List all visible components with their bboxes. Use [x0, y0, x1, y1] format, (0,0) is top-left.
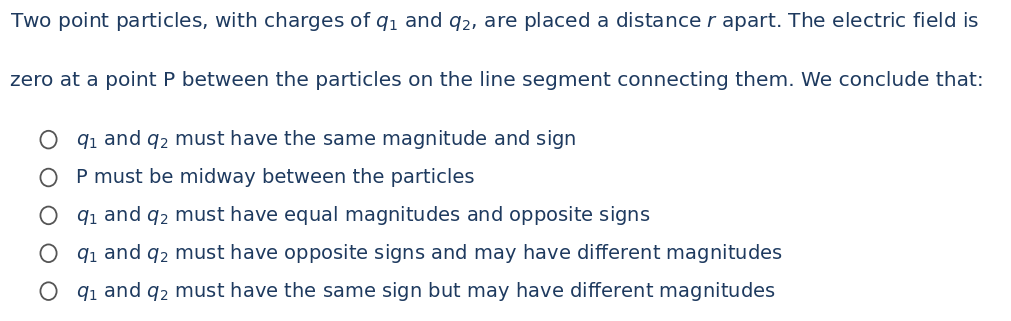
Text: Two point particles, with charges of $q_1$ and $q_2$, are placed a distance $r$ : Two point particles, with charges of $q_…	[10, 10, 980, 33]
Text: $q_1$ and $q_2$ must have the same magnitude and sign: $q_1$ and $q_2$ must have the same magni…	[76, 128, 576, 151]
Text: zero at a point P between the particles on the line segment connecting them. We : zero at a point P between the particles …	[10, 71, 984, 90]
Text: $q_1$ and $q_2$ must have equal magnitudes and opposite signs: $q_1$ and $q_2$ must have equal magnitud…	[76, 204, 650, 227]
Text: $q_1$ and $q_2$ must have the same sign but may have different magnitudes: $q_1$ and $q_2$ must have the same sign …	[76, 280, 775, 303]
Text: P must be midway between the particles: P must be midway between the particles	[76, 168, 474, 187]
Text: $q_1$ and $q_2$ must have opposite signs and may have different magnitudes: $q_1$ and $q_2$ must have opposite signs…	[76, 242, 783, 265]
